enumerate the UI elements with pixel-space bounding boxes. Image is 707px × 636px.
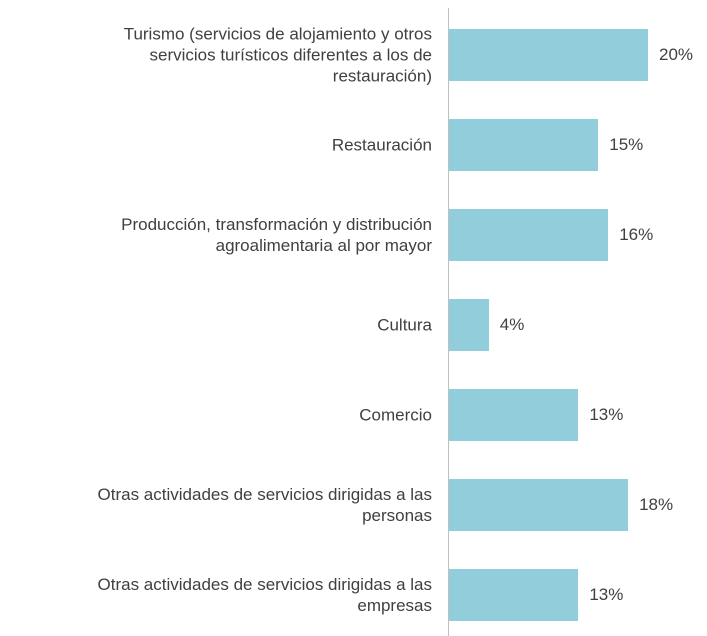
category-label: Otras actividades de servicios dirigidas… <box>97 575 432 615</box>
value-label: 13% <box>589 585 624 604</box>
bar <box>449 389 579 441</box>
value-label: 18% <box>639 495 674 514</box>
value-label: 15% <box>609 135 644 154</box>
category-label: Restauración <box>331 135 432 155</box>
category-label: Comercio <box>359 405 432 425</box>
bar <box>449 209 609 261</box>
category-label: Producción, transformación y distribució… <box>121 215 432 255</box>
category-label: Turismo (servicios de alojamiento y otro… <box>123 24 432 86</box>
value-label: 4% <box>499 315 525 334</box>
value-label: 20% <box>659 45 694 64</box>
category-label: Cultura <box>377 315 432 335</box>
value-label: 16% <box>619 225 654 244</box>
bar <box>449 479 629 531</box>
value-label: 13% <box>589 405 624 424</box>
bar <box>449 569 579 621</box>
bar <box>449 119 599 171</box>
bar <box>449 299 489 351</box>
category-label: Otras actividades de servicios dirigidas… <box>97 485 432 525</box>
bar <box>449 29 648 81</box>
axis-line <box>448 8 449 636</box>
